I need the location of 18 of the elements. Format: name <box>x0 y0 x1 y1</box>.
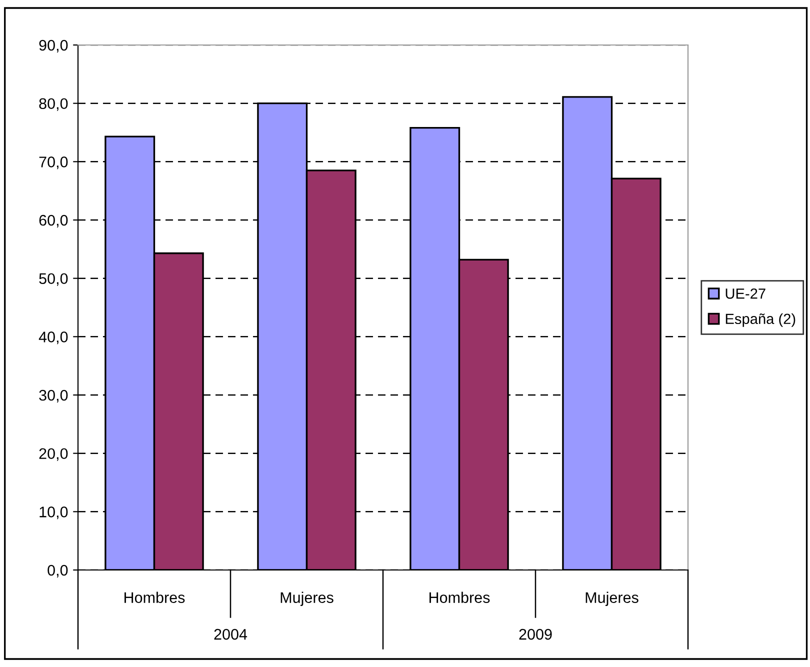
y-tick-label: 50,0 <box>39 273 68 286</box>
x-tick-label: Hombres <box>124 592 185 603</box>
y-tick-label: 0,0 <box>48 564 68 578</box>
y-tick-label: 40,0 <box>38 332 68 344</box>
y-tick-label: 30,0 <box>39 390 68 402</box>
legend-label: UE-27 <box>726 288 766 299</box>
x-tick-label: Mujeres <box>586 592 638 606</box>
legend-label: España (2) <box>726 313 796 327</box>
y-tick-label: 60,0 <box>39 214 68 228</box>
y-tick-label: 20,0 <box>39 448 68 461</box>
text: 2004 <box>214 628 248 640</box>
x-tick-label: Mujeres <box>280 592 334 606</box>
text: 2009 <box>519 628 552 640</box>
y-tick-label: 70,0 <box>39 156 68 170</box>
y-tick-label: 80,0 <box>39 98 68 111</box>
y-tick-label: 90,0 <box>39 40 68 52</box>
y-tick-label: 10,0 <box>40 506 68 520</box>
x-tick-label: Hombres <box>430 592 490 603</box>
